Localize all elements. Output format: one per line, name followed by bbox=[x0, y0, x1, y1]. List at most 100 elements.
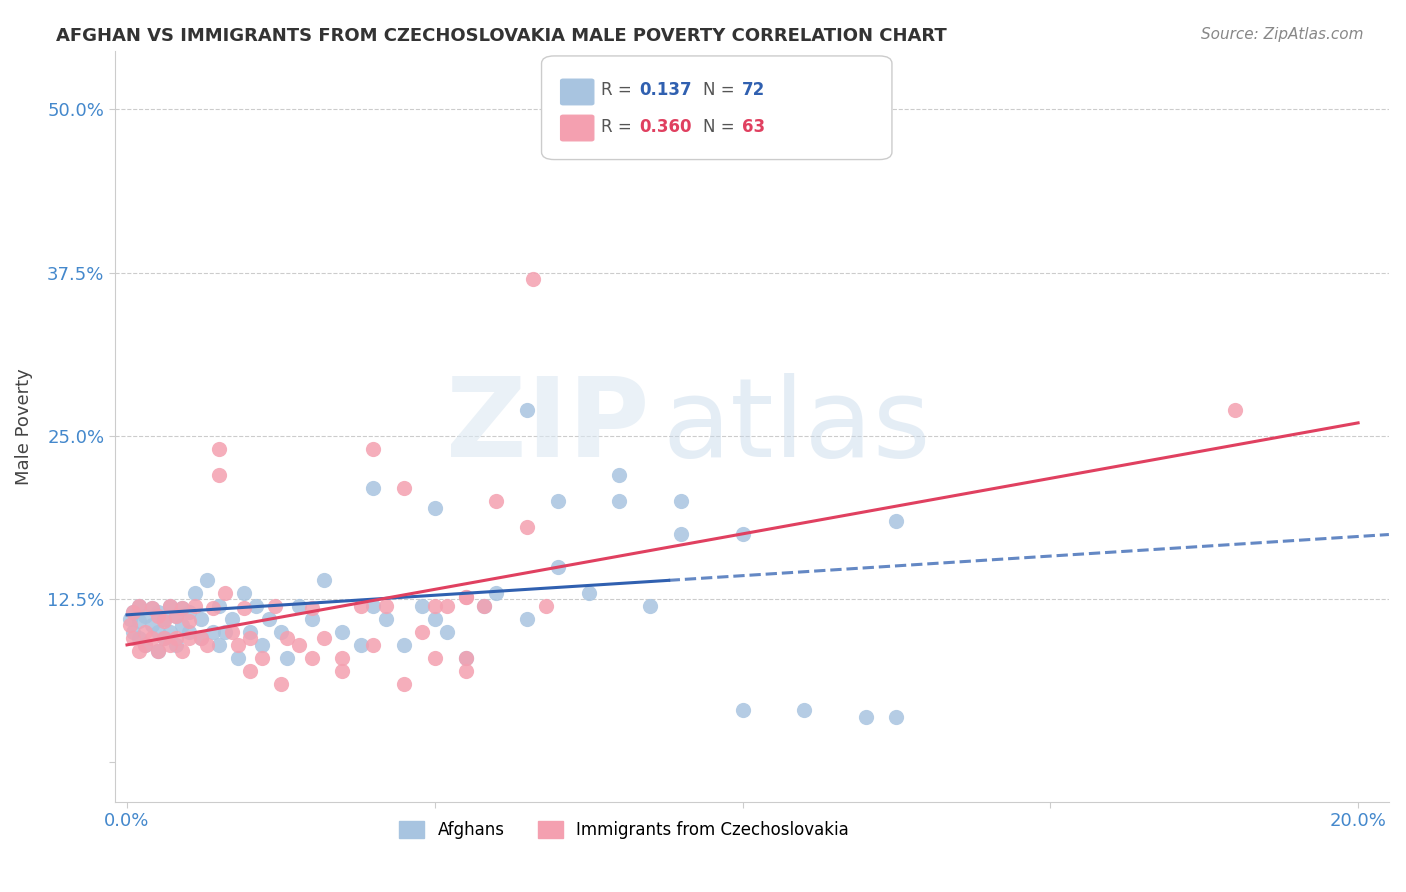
Point bbox=[485, 585, 508, 599]
Point bbox=[172, 618, 194, 632]
Point bbox=[190, 632, 212, 646]
Point bbox=[454, 590, 477, 604]
Point bbox=[374, 612, 396, 626]
Point bbox=[411, 599, 433, 613]
Point bbox=[423, 599, 446, 613]
Point bbox=[239, 632, 262, 646]
Point bbox=[472, 599, 495, 613]
Point bbox=[172, 601, 194, 615]
Point bbox=[301, 601, 323, 615]
Point bbox=[208, 638, 231, 652]
Point bbox=[146, 644, 169, 658]
Point bbox=[146, 605, 169, 619]
Point bbox=[159, 638, 181, 652]
Point bbox=[411, 624, 433, 639]
Point bbox=[547, 559, 569, 574]
Point bbox=[165, 609, 187, 624]
Point bbox=[423, 612, 446, 626]
Point bbox=[855, 709, 877, 723]
Point bbox=[146, 624, 169, 639]
Point bbox=[288, 599, 311, 613]
Point bbox=[793, 703, 815, 717]
Point bbox=[361, 638, 384, 652]
Point bbox=[263, 599, 285, 613]
Point bbox=[454, 590, 477, 604]
Point bbox=[239, 624, 262, 639]
Point bbox=[208, 468, 231, 483]
Point bbox=[134, 609, 156, 624]
Text: Source: ZipAtlas.com: Source: ZipAtlas.com bbox=[1201, 27, 1364, 42]
Point bbox=[392, 677, 415, 691]
Point bbox=[190, 632, 212, 646]
Point bbox=[485, 494, 508, 508]
Point bbox=[122, 605, 145, 619]
Point bbox=[165, 638, 187, 652]
Legend: Afghans, Immigrants from Czechoslovakia: Afghans, Immigrants from Czechoslovakia bbox=[392, 814, 856, 846]
Point bbox=[153, 612, 176, 626]
Point bbox=[276, 651, 298, 665]
Point bbox=[886, 709, 908, 723]
Point bbox=[578, 585, 600, 599]
Point bbox=[172, 601, 194, 615]
Point bbox=[159, 599, 181, 613]
Point bbox=[221, 612, 243, 626]
FancyBboxPatch shape bbox=[541, 56, 891, 160]
Text: N =: N = bbox=[703, 118, 740, 136]
Point bbox=[128, 615, 150, 629]
Point bbox=[177, 632, 200, 646]
Point bbox=[374, 599, 396, 613]
Text: R =: R = bbox=[602, 118, 637, 136]
Point bbox=[226, 651, 249, 665]
Point bbox=[165, 632, 187, 646]
Point bbox=[239, 664, 262, 678]
Point bbox=[214, 585, 236, 599]
Point bbox=[454, 651, 477, 665]
Point bbox=[332, 651, 354, 665]
Point bbox=[392, 638, 415, 652]
Point bbox=[332, 624, 354, 639]
Text: atlas: atlas bbox=[662, 373, 931, 480]
Point bbox=[122, 632, 145, 646]
Point bbox=[436, 624, 458, 639]
Text: ZIP: ZIP bbox=[447, 373, 650, 480]
Point bbox=[669, 527, 692, 541]
Text: R =: R = bbox=[602, 81, 637, 100]
Point bbox=[361, 442, 384, 456]
Point bbox=[638, 599, 661, 613]
Point bbox=[190, 612, 212, 626]
Point bbox=[134, 624, 156, 639]
Point bbox=[134, 638, 156, 652]
Point bbox=[522, 272, 544, 286]
Point bbox=[886, 514, 908, 528]
Point bbox=[454, 651, 477, 665]
Point bbox=[361, 599, 384, 613]
Point bbox=[208, 442, 231, 456]
Point bbox=[312, 632, 335, 646]
Point bbox=[120, 618, 142, 632]
Point bbox=[128, 644, 150, 658]
Point bbox=[423, 500, 446, 515]
Point bbox=[153, 615, 176, 629]
Point bbox=[183, 599, 205, 613]
Point bbox=[731, 527, 754, 541]
Point bbox=[128, 632, 150, 646]
Point bbox=[165, 609, 187, 624]
Point bbox=[547, 494, 569, 508]
Point bbox=[245, 599, 267, 613]
Point bbox=[301, 612, 323, 626]
Point bbox=[195, 573, 218, 587]
Text: 63: 63 bbox=[741, 118, 765, 136]
Point bbox=[146, 609, 169, 624]
Point bbox=[436, 599, 458, 613]
Text: 72: 72 bbox=[741, 81, 765, 100]
Text: N =: N = bbox=[703, 81, 740, 100]
Point bbox=[609, 468, 631, 483]
Point bbox=[669, 494, 692, 508]
Point bbox=[731, 703, 754, 717]
Point bbox=[516, 520, 538, 534]
Point bbox=[159, 624, 181, 639]
Point bbox=[202, 624, 225, 639]
Point bbox=[177, 624, 200, 639]
Point bbox=[350, 599, 373, 613]
Point bbox=[312, 573, 335, 587]
